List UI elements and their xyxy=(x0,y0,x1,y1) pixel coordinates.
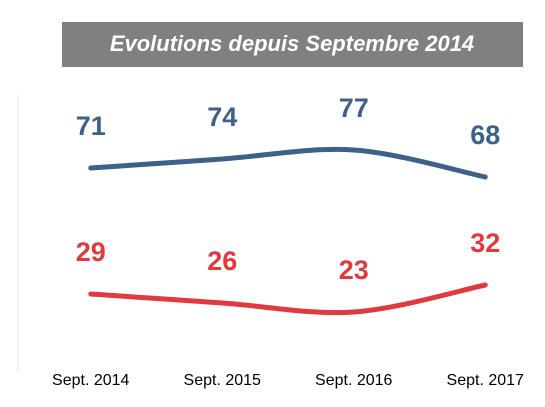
title-banner xyxy=(62,22,523,67)
data-label: 32 xyxy=(470,228,500,258)
data-label: 77 xyxy=(339,93,369,123)
x-tick-label: Sept. 2014 xyxy=(52,372,130,389)
data-label: 74 xyxy=(207,102,237,132)
data-label: 29 xyxy=(76,237,106,267)
x-tick-label: Sept. 2015 xyxy=(184,372,262,389)
data-label: 26 xyxy=(207,246,237,276)
series-line xyxy=(88,146,488,180)
x-tick-label: Sept. 2017 xyxy=(447,372,525,389)
series-line xyxy=(88,282,488,316)
data-label: 68 xyxy=(470,120,500,150)
data-label: 23 xyxy=(339,255,369,285)
data-label: 71 xyxy=(76,111,106,141)
chart-title: Evolutions depuis Septembre 2014 xyxy=(110,31,474,56)
x-tick-label: Sept. 2016 xyxy=(315,372,393,389)
